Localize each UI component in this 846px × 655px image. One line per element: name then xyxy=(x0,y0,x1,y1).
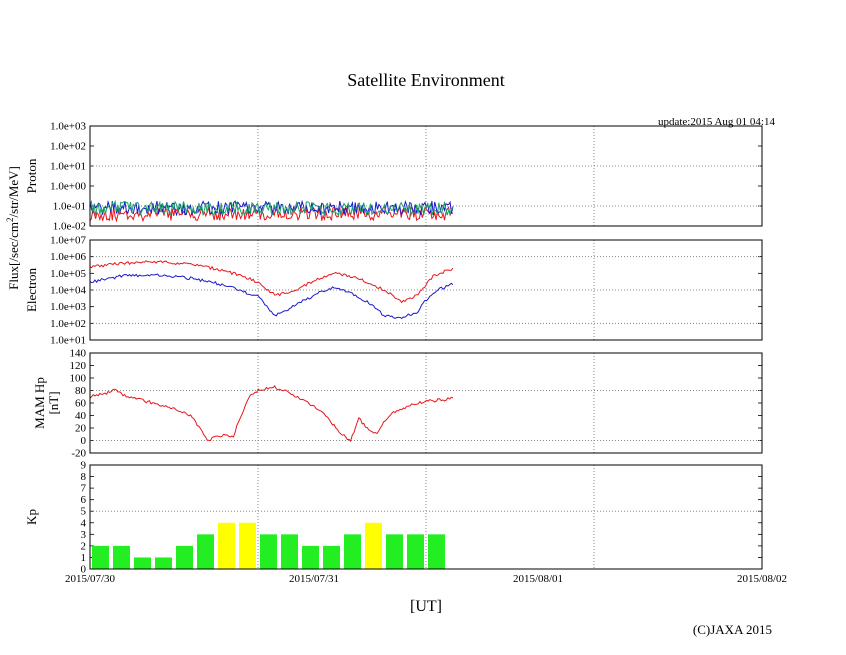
y-tick-label: 1.0e+01 xyxy=(50,335,86,347)
y-tick-label: 20 xyxy=(75,423,87,435)
flux-axis-label: Flux[/sec/cm2/str/MeV] xyxy=(5,166,21,290)
panel-ylabel: Proton xyxy=(24,158,39,193)
kp-bar xyxy=(155,557,172,569)
y-tick-label: 1.0e+04 xyxy=(50,285,86,297)
y-tick-label: 7 xyxy=(81,483,87,495)
kp-bar xyxy=(386,534,403,569)
y-tick-label: 9 xyxy=(81,460,87,472)
panel-ylabel-unit: [nT] xyxy=(46,391,61,414)
x-tick-label: 2015/08/01 xyxy=(513,573,563,585)
y-tick-label: 1.0e-02 xyxy=(53,221,86,233)
y-tick-label: 40 xyxy=(75,410,87,422)
panel-electron: 1.0e+07 1.0e+06 1.0e+05 1.0e+04 1.0e+03 1.0e+… xyxy=(24,235,763,347)
kp-bar xyxy=(218,522,235,569)
panel-ylabel: MAM Hp xyxy=(32,377,47,429)
kp-bar xyxy=(134,557,151,569)
series-electron-low xyxy=(89,273,454,320)
panel-frame xyxy=(89,464,763,570)
y-tick-label: 1.0e+07 xyxy=(50,235,86,247)
series-electron-high xyxy=(89,260,454,304)
y-tick-label: 80 xyxy=(75,385,87,397)
kp-bar xyxy=(407,534,424,569)
flux-label-main: Flux[/sec/cm xyxy=(6,222,21,290)
panel-frame xyxy=(89,125,763,227)
update-timestamp: update:2015 Aug 01 04:14 xyxy=(658,116,776,128)
y-tick-label: 8 xyxy=(81,471,87,483)
panels: 1.0e+03 1.0e+02 1.0e+01 1.0e+00 1.0e-01 1.0e-… xyxy=(24,121,763,576)
flux-label-tail: /str/MeV] xyxy=(6,166,21,217)
kp-bar xyxy=(176,545,193,569)
kp-bar xyxy=(428,534,445,569)
kp-bar xyxy=(239,522,256,569)
copyright: (C)JAXA 2015 xyxy=(693,622,772,637)
y-tick-label: 1.0e-01 xyxy=(53,201,86,213)
flux-label-sup: 2 xyxy=(5,217,15,222)
y-tick-label: 6 xyxy=(81,494,87,506)
y-tick-label: 1.0e+02 xyxy=(50,318,86,330)
y-tick-label: 60 xyxy=(75,398,87,410)
kp-bar xyxy=(260,534,277,569)
x-tick-label: 2015/07/31 xyxy=(289,573,339,585)
y-tick-label: 1.0e+02 xyxy=(50,141,86,153)
kp-bar xyxy=(365,522,382,569)
y-tick-label: 0 xyxy=(81,435,87,447)
y-tick-label: 1.0e+06 xyxy=(50,251,86,263)
y-tick-label: 2 xyxy=(81,540,87,552)
series-proton-blue xyxy=(89,199,454,217)
y-tick-label: 3 xyxy=(81,529,87,541)
x-axis-label: [UT] xyxy=(410,598,442,615)
panel-ylabel: Electron xyxy=(24,267,39,312)
y-tick-label: -20 xyxy=(71,448,86,460)
x-tick-label: 2015/07/30 xyxy=(65,573,116,585)
kp-bar xyxy=(281,534,298,569)
y-tick-label: 140 xyxy=(70,348,87,360)
y-tick-label: 100 xyxy=(70,373,87,385)
chart-title: Satellite Environment xyxy=(347,70,504,90)
kp-bar xyxy=(302,545,319,569)
series-hp xyxy=(89,385,454,443)
y-tick-label: 4 xyxy=(81,517,87,529)
panel-proton: 1.0e+03 1.0e+02 1.0e+01 1.0e+00 1.0e-01 1.0e-… xyxy=(24,121,763,233)
panel-ylabel: Kp xyxy=(24,509,39,525)
y-tick-label: 1.0e+03 xyxy=(50,301,86,313)
x-tick-labels: 2015/07/30 2015/07/31 2015/08/01 2015/08/02 xyxy=(65,573,787,585)
panel-frame xyxy=(89,352,763,454)
y-tick-label: 120 xyxy=(70,360,87,372)
x-tick-label: 2015/08/02 xyxy=(737,573,787,585)
kp-bar xyxy=(344,534,361,569)
kp-bar xyxy=(113,545,130,569)
kp-bar xyxy=(92,545,109,569)
series-proton-red xyxy=(89,205,454,223)
series-proton-green xyxy=(89,199,454,217)
kp-bar xyxy=(197,534,214,569)
y-tick-label: 1.0e+05 xyxy=(50,268,86,280)
y-tick-label: 1.0e+01 xyxy=(50,161,86,173)
kp-bar xyxy=(323,545,340,569)
panel-frame xyxy=(89,239,763,341)
y-tick-label: 1 xyxy=(81,552,87,564)
y-tick-label: 1.0e+03 xyxy=(50,121,86,133)
y-tick-label: 5 xyxy=(81,506,87,518)
y-tick-label: 0 xyxy=(81,564,87,576)
y-tick-label: 1.0e+00 xyxy=(50,181,86,193)
